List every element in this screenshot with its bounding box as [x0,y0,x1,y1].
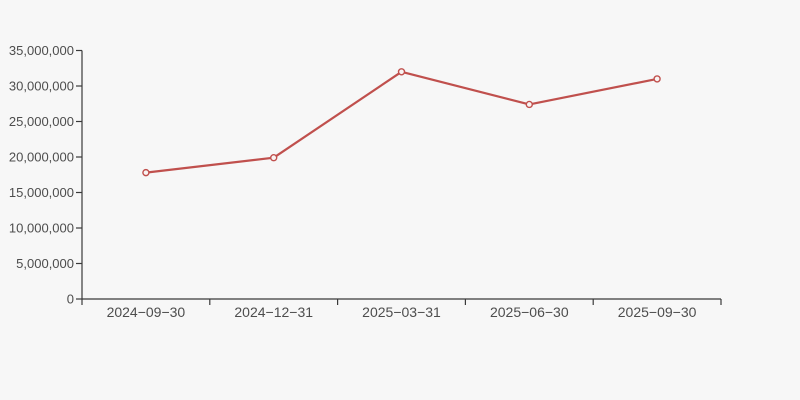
data-point-marker[interactable] [270,154,278,162]
y-axis-tick-label: 30,000,000 [9,79,74,94]
x-axis-tick-label: 2024−09−30 [107,304,186,320]
y-axis-tick-label: 20,000,000 [9,150,74,165]
y-axis-tick-label: 10,000,000 [9,221,74,236]
y-axis-tick-label: 15,000,000 [9,185,74,200]
y-axis-tick-label: 25,000,000 [9,114,74,129]
data-point-marker[interactable] [397,68,406,76]
y-axis-tick-label: 0 [67,292,74,307]
x-axis-tick-label: 2025−03−31 [362,304,441,320]
data-point-marker[interactable] [653,75,661,83]
y-axis-tick-label: 35,000,000 [9,43,74,58]
x-axis-tick-label: 2024−12−31 [234,304,313,320]
y-axis-tick-label: 5,000,000 [16,256,74,271]
x-axis-tick-label: 2025−09−30 [618,304,697,320]
x-axis-tick-label: 2025−06−30 [490,304,569,320]
series-line [144,70,659,174]
data-point-marker[interactable] [525,100,533,109]
data-point-marker[interactable] [142,168,150,177]
